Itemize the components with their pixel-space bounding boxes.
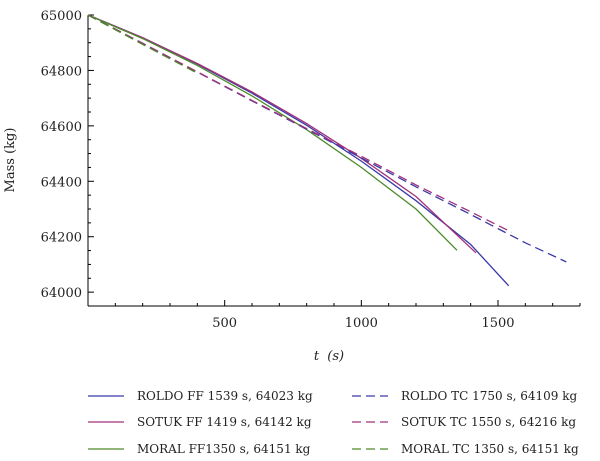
y-tick-label: 64800	[41, 64, 82, 79]
series-line-5	[87, 14, 512, 233]
axes	[87, 15, 580, 307]
legend-label: MORAL FF1350 s, 64151 kg	[137, 442, 311, 456]
series-layer	[87, 14, 567, 287]
x-axis-title-unit: (s)	[327, 349, 344, 364]
x-tick-label: 1500	[481, 316, 514, 331]
legend-label: SOTUK TC 1550 s, 64216 kg	[401, 415, 576, 429]
series-line-3	[87, 14, 458, 251]
y-axis-title: Mass (kg)	[3, 128, 18, 193]
series-line-2	[87, 14, 477, 254]
y-tick-label: 64200	[41, 231, 82, 246]
x-axis-title-main: t	[314, 349, 320, 364]
y-tick-label: 64000	[41, 286, 82, 301]
series-line-6	[87, 14, 198, 74]
legend: ROLDO FF 1539 s, 64023 kg SOTUK FF 1419 s…	[88, 389, 579, 456]
ticks: 500 1000 1500 64000 64200 64400 64600 64800 6500…	[41, 9, 581, 331]
legend-label: SOTUK FF 1419 s, 64142 kg	[137, 415, 312, 429]
y-tick-label: 65000	[41, 9, 82, 24]
x-tick-label: 500	[212, 316, 237, 331]
legend-label: ROLDO FF 1539 s, 64023 kg	[137, 389, 313, 403]
legend-label: MORAL TC 1350 s, 64151 kg	[401, 442, 579, 456]
x-axis-title: t (s)	[314, 349, 344, 364]
series-line-1	[87, 14, 510, 287]
y-tick-label: 64600	[41, 120, 82, 135]
legend-label: ROLDO TC 1750 s, 64109 kg	[401, 389, 578, 403]
x-tick-label: 1000	[345, 316, 378, 331]
y-tick-label: 64400	[41, 175, 82, 190]
